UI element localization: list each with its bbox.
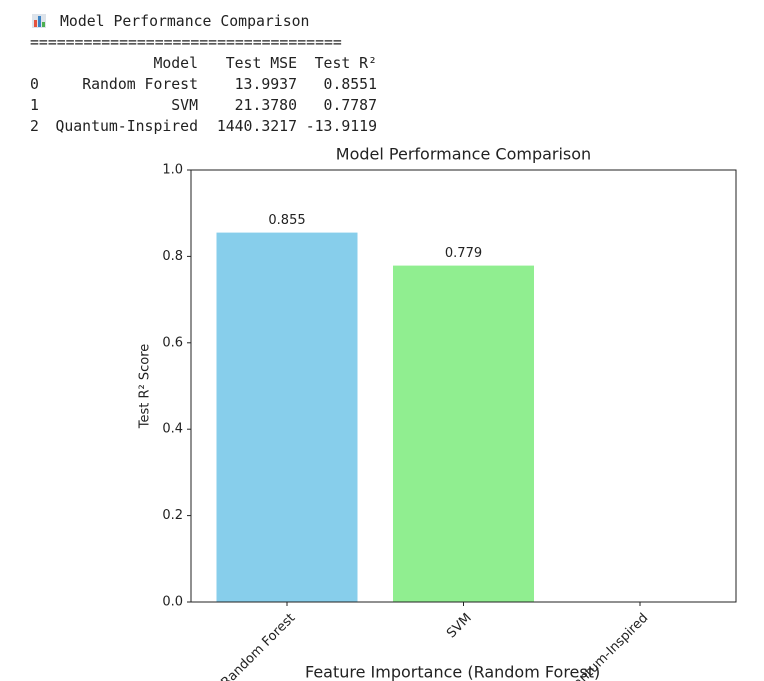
row-index: 1 [30, 97, 39, 114]
plot-frame [190, 169, 737, 603]
table-cell: Random Forest [82, 76, 198, 93]
header-title: Model Performance Comparison [60, 13, 309, 30]
row-index: 2 [30, 118, 39, 135]
separator: =================================== [30, 34, 342, 51]
table: Model Test MSE Test R² 0 Random Forest 13.993… [30, 55, 377, 135]
x-tick-label: Random Forest [218, 611, 298, 681]
y-axis-label: Test R² Score [138, 344, 153, 430]
table-cell: 21.3780 [235, 97, 297, 114]
chart: Model Performance Comparison Test R² Scor… [138, 145, 737, 681]
bar [393, 265, 534, 602]
y-tick-label: 0.4 [162, 422, 183, 437]
x-tick-label: SVM [444, 611, 475, 642]
chart-title: Model Performance Comparison [336, 145, 591, 164]
bar [216, 232, 358, 602]
table-cell: SVM [171, 97, 198, 114]
table-cell: -13.9119 [306, 118, 377, 135]
value-label: 0.779 [445, 246, 482, 261]
table-header: Test R² [315, 55, 377, 72]
table-cell: Quantum-Inspired [55, 118, 198, 135]
table-cell: 1440.3217 [217, 118, 297, 135]
table-header: Model [153, 55, 198, 72]
bars [216, 232, 534, 602]
y-tick-label: 1.0 [162, 163, 183, 178]
y-tick-label: 0.6 [162, 335, 183, 350]
table-cell: 13.9937 [235, 76, 297, 93]
next-chart-title: Feature Importance (Random Forest) [305, 663, 600, 681]
y-tick-label: 0.0 [162, 595, 183, 610]
y-tick-label: 0.8 [162, 249, 183, 264]
chart-icon [32, 14, 46, 28]
y-tick-label: 0.2 [162, 508, 183, 523]
table-header: Test MSE [226, 55, 297, 72]
table-cell: 0.8551 [324, 76, 377, 93]
table-cell: 0.7787 [324, 97, 377, 114]
value-label: 0.855 [268, 213, 305, 228]
row-index: 0 [30, 76, 39, 93]
